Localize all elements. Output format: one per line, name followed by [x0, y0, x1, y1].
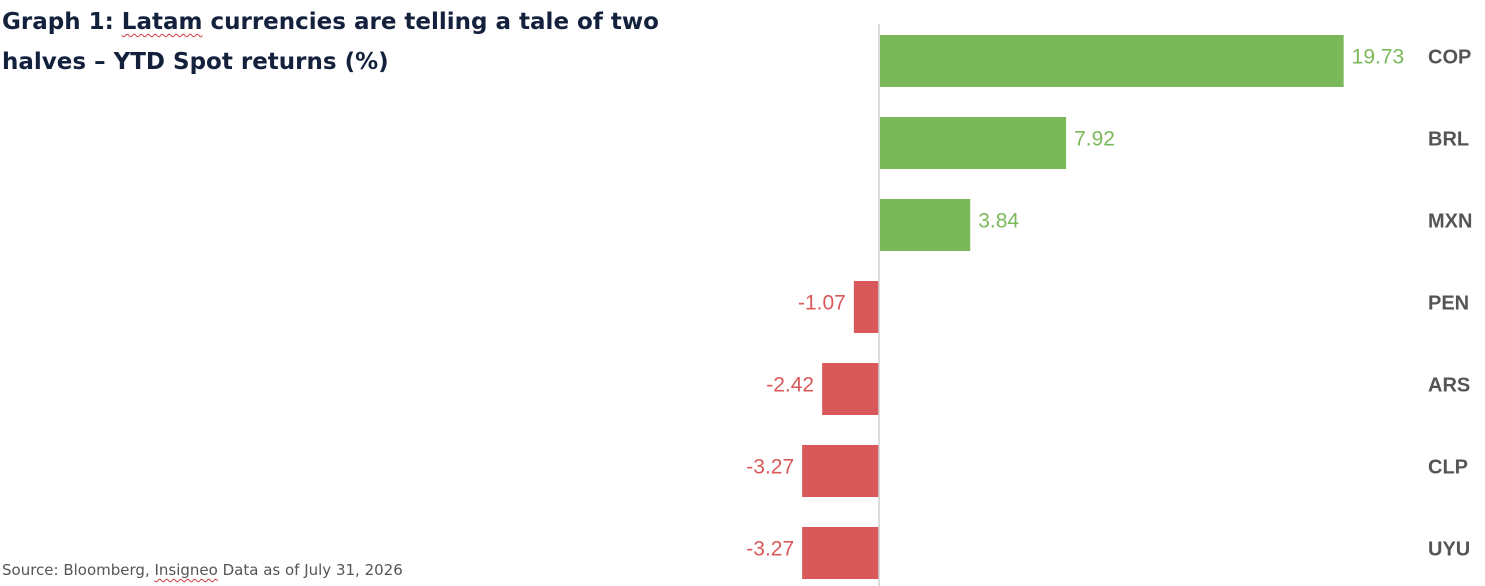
data-label-cop: 19.73 [1352, 46, 1405, 69]
data-label-pen: -1.07 [798, 292, 846, 315]
chart-title: Graph 1: Latam currencies are telling a … [2, 2, 702, 82]
source-note: Source: Bloomberg, Insigneo Data as of J… [2, 561, 403, 579]
source-note-flagged-word: Insigneo [154, 561, 218, 579]
category-label-cop: COP [1428, 46, 1471, 68]
category-label-pen: PEN [1428, 292, 1469, 314]
category-label-brl: BRL [1428, 128, 1469, 150]
bar-brl [880, 117, 1067, 169]
category-label-ars: ARS [1428, 374, 1470, 396]
bar-pen [853, 281, 879, 333]
chart-title-flagged-word: Latam [121, 9, 203, 35]
data-label-ars: -2.42 [766, 374, 814, 397]
bar-ars [822, 363, 879, 415]
data-label-clp: -3.27 [746, 456, 794, 479]
chart-title-prefix: Graph 1: [2, 9, 122, 35]
category-label-clp: CLP [1428, 456, 1468, 478]
bar-uyu [802, 527, 879, 579]
chart-title-rest: currencies are telling a tale of two hal… [2, 9, 659, 75]
source-note-rest: Data as of July 31, 2026 [217, 561, 403, 579]
data-label-uyu: -3.27 [746, 538, 794, 561]
bar-mxn [880, 199, 971, 251]
bar-cop [880, 35, 1344, 87]
category-label-uyu: UYU [1428, 538, 1470, 560]
bar-clp [802, 445, 879, 497]
data-label-brl: 7.92 [1074, 128, 1115, 151]
source-note-prefix: Source: Bloomberg, [2, 561, 155, 579]
data-label-mxn: 3.84 [978, 210, 1019, 233]
category-label-mxn: MXN [1428, 210, 1472, 232]
